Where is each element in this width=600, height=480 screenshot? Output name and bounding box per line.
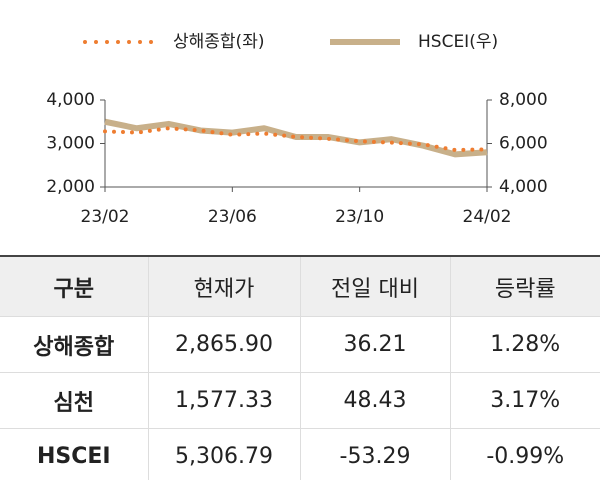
x-tick-label: 23/06 [208,207,257,227]
table-cell: 48.43 [299,372,450,429]
table-cell: HSCEI [0,428,148,480]
y2-tick-label: 6,000 [499,134,548,154]
chart: 2,000 3,000 4,000 4,000 6,000 8,000 23/02 23/06… [46,32,548,227]
y2-tick-label: 4,000 [499,177,548,197]
y2-tick-label: 8,000 [499,90,548,110]
legend-label: 상해종합(좌) [173,32,264,52]
table-row: HSCEI 5,306.79 -53.29 -0.99% [0,428,600,480]
table-row: 상해종합 2,865.90 36.21 1.28% [0,316,600,373]
table-cell: 등락률 [449,255,600,317]
table-cell: 현재가 [147,255,300,317]
y-tick-label: 4,000 [46,90,95,110]
table-cell: 2,865.90 [147,316,300,373]
x-tick-label: 24/02 [463,207,512,227]
x-tick-label: 23/02 [81,207,130,227]
table-row: 구분 현재가 전일 대비 등락률 [0,255,600,317]
data-table: 구분 현재가 전일 대비 등락률 상해종합 2,865.90 36.21 1.28% 심천 1,5… [0,255,600,480]
table-cell: -53.29 [299,428,450,480]
table-row: 심천 1,577.33 48.43 3.17% [0,372,600,429]
table-cell: 구분 [0,255,148,317]
table-cell: 1,577.33 [147,372,300,429]
table-cell: 36.21 [299,316,450,373]
x-tick-label: 23/10 [335,207,384,227]
legend-label: HSCEI(우) [418,32,498,52]
table-cell: 심천 [0,372,148,429]
table-cell: 3.17% [449,372,600,429]
table-cell: -0.99% [449,428,600,480]
series-line [103,126,489,153]
series-line [104,118,488,158]
y-tick-label: 3,000 [46,134,95,154]
table-cell: 1.28% [449,316,600,373]
table-cell: 상해종합 [0,316,148,373]
table-cell: 5,306.79 [147,428,300,480]
y-tick-label: 2,000 [46,177,95,197]
table-cell: 전일 대비 [299,255,450,317]
